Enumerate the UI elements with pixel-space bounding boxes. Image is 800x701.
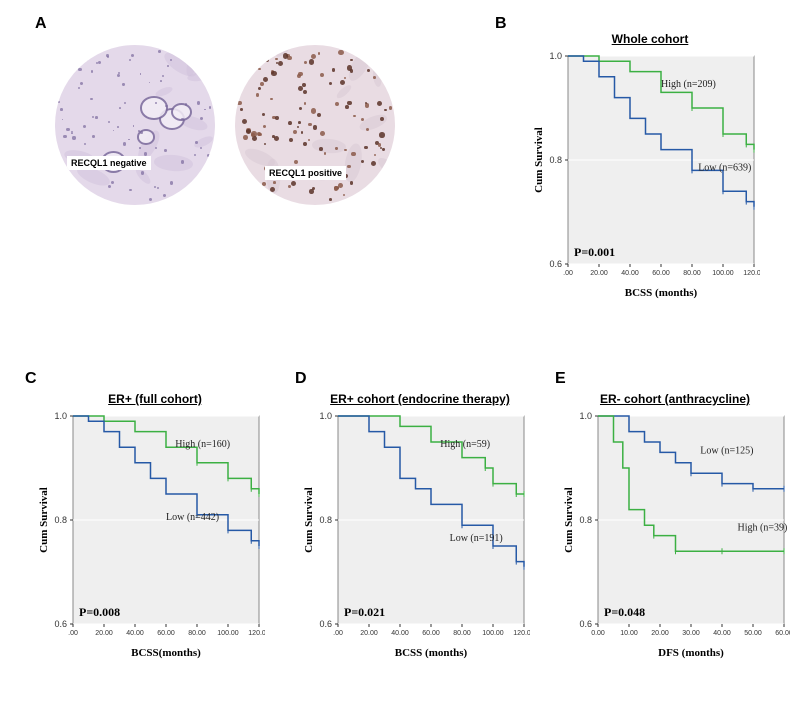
svg-text:80.00: 80.00: [683, 270, 701, 277]
svg-text:50.00: 50.00: [744, 630, 762, 637]
svg-text:High (n=39): High (n=39): [738, 522, 788, 533]
svg-text:30.00: 30.00: [682, 630, 700, 637]
svg-text:DFS (months): DFS (months): [658, 647, 724, 659]
svg-text:Cum Survival: Cum Survival: [38, 487, 50, 553]
panel-label-c: C: [25, 370, 37, 388]
svg-text:Low (n=639): Low (n=639): [698, 162, 751, 173]
svg-text:Cum Survival: Cum Survival: [563, 487, 575, 553]
svg-text:120.00: 120.00: [248, 630, 265, 637]
svg-text:0.6: 0.6: [319, 619, 332, 629]
svg-text:10.00: 10.00: [620, 630, 638, 637]
svg-text:0.6: 0.6: [579, 619, 592, 629]
micrograph-positive-label: RECQL1 positive: [265, 166, 346, 180]
svg-text:100.00: 100.00: [482, 630, 504, 637]
svg-text:100.00: 100.00: [712, 270, 734, 277]
svg-text:Cum Survival: Cum Survival: [533, 127, 545, 193]
svg-text:0.8: 0.8: [579, 515, 592, 525]
svg-text:P=0.048: P=0.048: [604, 605, 645, 619]
svg-text:Low (n=442): Low (n=442): [166, 512, 219, 523]
panel-label-d: D: [295, 370, 307, 388]
svg-text:20.00: 20.00: [360, 630, 378, 637]
svg-text:40.00: 40.00: [391, 630, 409, 637]
svg-text:20.00: 20.00: [590, 270, 608, 277]
micrograph-positive: RECQL1 positive: [235, 45, 395, 205]
chart-c-title: ER+ (full cohort): [35, 392, 275, 406]
svg-text:Low (n=125): Low (n=125): [700, 445, 753, 456]
svg-text:120.00: 120.00: [513, 630, 530, 637]
svg-text:BCSS (months): BCSS (months): [395, 647, 468, 659]
svg-text:60.00: 60.00: [775, 630, 790, 637]
svg-text:100.00: 100.00: [217, 630, 239, 637]
svg-text:.00: .00: [68, 630, 78, 637]
svg-text:40.00: 40.00: [713, 630, 731, 637]
svg-text:0.00: 0.00: [591, 630, 605, 637]
svg-text:120.00: 120.00: [743, 270, 760, 277]
chart-d-title: ER+ cohort (endocrine therapy): [300, 392, 540, 406]
svg-text:0.8: 0.8: [319, 515, 332, 525]
micrograph-negative-label: RECQL1 negative: [67, 156, 151, 170]
svg-text:P=0.021: P=0.021: [344, 605, 385, 619]
svg-text:.00: .00: [333, 630, 343, 637]
svg-text:High (n=160): High (n=160): [175, 439, 230, 450]
svg-text:P=0.001: P=0.001: [574, 245, 615, 259]
svg-text:0.8: 0.8: [549, 155, 562, 165]
svg-text:BCSS (months): BCSS (months): [625, 287, 698, 299]
survival-plot: 1.0 0.8 0.6.00 20.00 40.00 60.00 80.00 100.00 12…: [300, 410, 530, 660]
svg-text:.00: .00: [563, 270, 573, 277]
svg-text:Low (n=191): Low (n=191): [450, 533, 503, 544]
survival-plot: 1.0 0.8 0.6.00 20.00 40.00 60.00 80.00 100.00 12…: [530, 50, 760, 300]
svg-text:High (n=59): High (n=59): [440, 439, 490, 450]
svg-text:1.0: 1.0: [549, 51, 562, 61]
svg-text:80.00: 80.00: [188, 630, 206, 637]
svg-text:60.00: 60.00: [157, 630, 175, 637]
svg-text:80.00: 80.00: [453, 630, 471, 637]
svg-text:Cum Survival: Cum Survival: [303, 487, 315, 553]
svg-text:High (n=209): High (n=209): [661, 79, 716, 90]
svg-text:20.00: 20.00: [651, 630, 669, 637]
svg-text:P=0.008: P=0.008: [79, 605, 120, 619]
panel-label-e: E: [555, 370, 566, 388]
svg-text:1.0: 1.0: [579, 411, 592, 421]
svg-text:60.00: 60.00: [652, 270, 670, 277]
svg-text:40.00: 40.00: [621, 270, 639, 277]
chart-b-title: Whole cohort: [530, 32, 770, 46]
svg-text:40.00: 40.00: [126, 630, 144, 637]
micrograph-negative: RECQL1 negative: [55, 45, 215, 205]
panel-label-a: A: [35, 15, 47, 33]
svg-text:1.0: 1.0: [319, 411, 332, 421]
svg-text:0.6: 0.6: [54, 619, 67, 629]
svg-text:0.6: 0.6: [549, 259, 562, 269]
panel-label-b: B: [495, 15, 507, 33]
svg-text:1.0: 1.0: [54, 411, 67, 421]
svg-text:20.00: 20.00: [95, 630, 113, 637]
chart-er-plus-full: ER+ (full cohort) 1.0 0.8 0.6.00 20.00 40.00…: [35, 392, 275, 692]
svg-text:0.8: 0.8: [54, 515, 67, 525]
survival-plot: 1.0 0.8 0.60.00 10.00 20.00 30.00 40.00 50.00 60…: [560, 410, 790, 660]
chart-e-title: ER- cohort (anthracycline): [560, 392, 790, 406]
chart-er-plus-endocrine: ER+ cohort (endocrine therapy) 1.0 0.8 0.6…: [300, 392, 540, 692]
survival-plot: 1.0 0.8 0.6.00 20.00 40.00 60.00 80.00 100.00 12…: [35, 410, 265, 660]
svg-text:60.00: 60.00: [422, 630, 440, 637]
chart-er-minus-anthracycline: ER- cohort (anthracycline) 1.0 0.8 0.60.00…: [560, 392, 790, 692]
chart-whole-cohort: Whole cohort 1.0 0.8 0.6.00 20.00 40.00 60.00…: [530, 32, 770, 332]
svg-text:BCSS(months): BCSS(months): [131, 647, 201, 659]
